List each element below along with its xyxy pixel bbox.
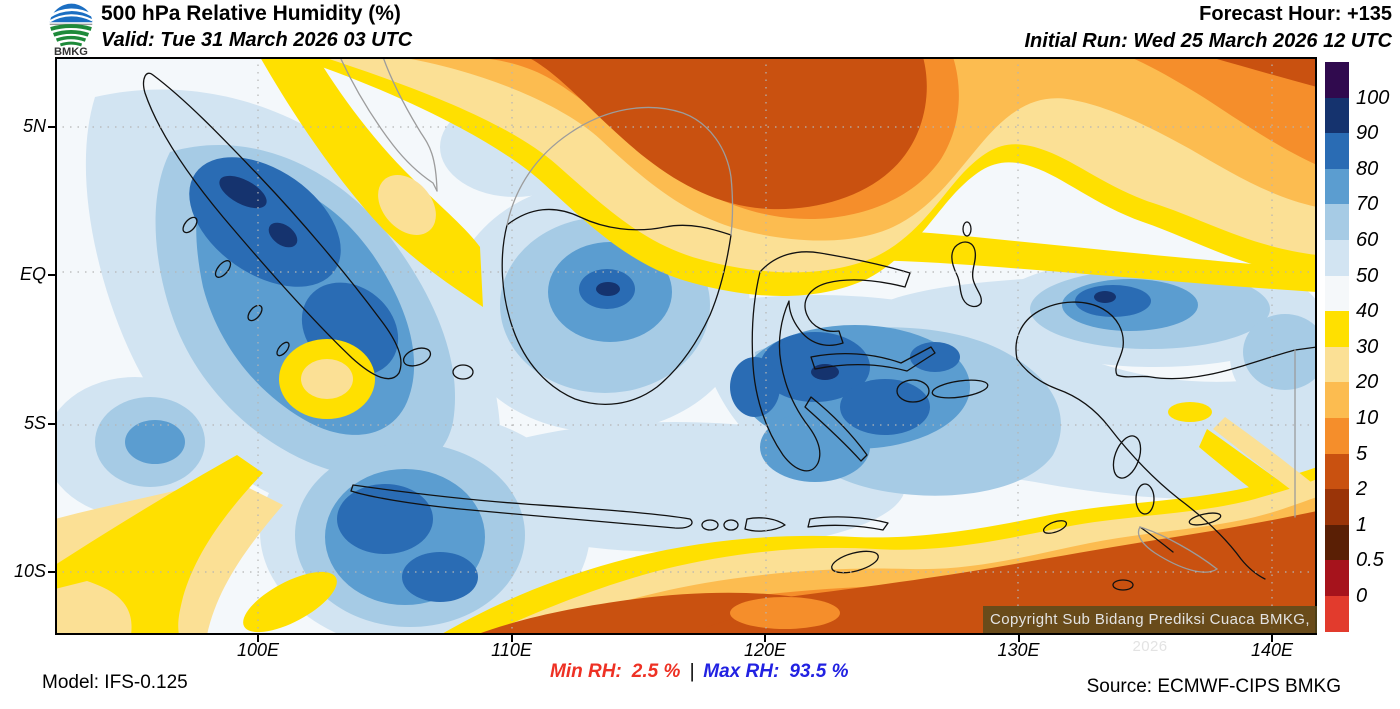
- colorbar-tick-label: 80: [1356, 157, 1379, 180]
- foreign-coastlines: [339, 57, 1296, 573]
- colorbar-band: [1325, 168, 1349, 205]
- humidity-map: [55, 57, 1317, 635]
- bmkg-logo: BMKG: [49, 3, 93, 57]
- colorbar-band: [1325, 560, 1349, 596]
- lon-label: 140E: [1250, 640, 1294, 660]
- lat-label: EQ: [19, 264, 46, 285]
- lon-tick: [510, 635, 513, 642]
- max-rh-value: 93.5 %: [789, 661, 849, 682]
- model-label: Model: IFS-0.125: [42, 672, 188, 693]
- min-max-separator: |: [689, 661, 695, 682]
- lon-label: 130E: [997, 640, 1040, 660]
- colorbar-band: [1325, 311, 1349, 347]
- colorbar-band: [1325, 489, 1349, 525]
- min-max-rh: Min RH: 2.5 % | Max RH: 93.5 %: [550, 661, 848, 683]
- lat-tick: [48, 274, 55, 277]
- humidity-contour-plot: [55, 57, 1317, 635]
- contour-90-100: [219, 175, 1116, 380]
- lon-tick: [1271, 635, 1273, 642]
- colorbar-band: [1325, 97, 1349, 134]
- lon-label: 120E: [743, 640, 787, 660]
- lon-label: 100E: [236, 640, 280, 660]
- lat-tick: [48, 126, 55, 128]
- colorbar-band: [1325, 418, 1349, 454]
- colorbar-tick-label: 2: [1356, 478, 1368, 501]
- colorbar-tick-label: 60: [1356, 229, 1379, 251]
- max-rh-label: Max RH:: [703, 661, 780, 682]
- colorbar-band: [1325, 524, 1349, 561]
- colorbar-band: [1325, 62, 1349, 98]
- colorbar-band: [1325, 346, 1349, 383]
- colorbar-tick-label: 0.5: [1356, 549, 1384, 572]
- forecast-hour-label: Forecast Hour: +135: [1199, 3, 1392, 25]
- colorbar-band: [1325, 240, 1349, 276]
- colorbar-band: [1325, 453, 1349, 490]
- lat-tick: [48, 570, 55, 573]
- lon-tick: [764, 635, 766, 642]
- colorbar-tick-label: 5: [1356, 442, 1368, 465]
- lon-tick: [1017, 635, 1020, 642]
- colorbar-band: [1325, 596, 1349, 632]
- graticule: [55, 57, 1317, 635]
- contour-hole: [730, 597, 840, 629]
- page-title: 500 hPa Relative Humidity (%): [101, 2, 401, 25]
- colorbar-tick-label: 30: [1356, 335, 1379, 358]
- colorbar-tick-label: 20: [1356, 371, 1379, 394]
- lat-label: 10S: [13, 560, 46, 581]
- initial-run-label: Initial Run: Wed 25 March 2026 12 UTC: [1024, 30, 1392, 52]
- colorbar-band: [1325, 275, 1349, 312]
- lat-label: 5S: [23, 412, 46, 433]
- colorbar-tick-label: 0: [1356, 585, 1368, 607]
- colorbar-band: [1325, 382, 1349, 418]
- logo-waves: [50, 24, 92, 47]
- valid-time-label: Valid: Tue 31 March 2026 03 UTC: [101, 29, 413, 51]
- colorbar-tick-label: 40: [1356, 300, 1379, 323]
- colorbar-band: [1325, 204, 1349, 240]
- colorbar-band: [1325, 133, 1349, 169]
- lon-tick: [257, 635, 259, 642]
- lat-label: 5N: [22, 116, 46, 136]
- map-frame: [55, 57, 1317, 635]
- colorbar-tick-label: 70: [1356, 193, 1379, 216]
- colorbar-tick-label: 1: [1356, 513, 1368, 536]
- colorbar-labels: 100 90 80 70 60 50 40 30 20 10 5 2 1 0.5 0: [1356, 62, 1400, 632]
- lat-tick: [48, 422, 55, 425]
- colorbar-tick-label: 100: [1356, 86, 1390, 109]
- copyright-overlay: Copyright Sub Bidang Prediksi Cuaca BMKG…: [983, 606, 1317, 655]
- colorbar-tick-label: 10: [1356, 407, 1379, 429]
- indonesia-coastlines: [142, 72, 1317, 591]
- colorbar-tick-label: 50: [1356, 264, 1379, 287]
- source-label: Source: ECMWF-CIPS BMKG: [1086, 676, 1341, 697]
- colorbar-tick-label: 90: [1356, 122, 1379, 145]
- logo-text: BMKG: [54, 46, 88, 57]
- min-rh-label: Min RH:: [550, 661, 622, 682]
- lon-label: 110E: [491, 640, 532, 660]
- colorbar: [1325, 62, 1349, 632]
- min-rh-value: 2.5 %: [631, 661, 681, 682]
